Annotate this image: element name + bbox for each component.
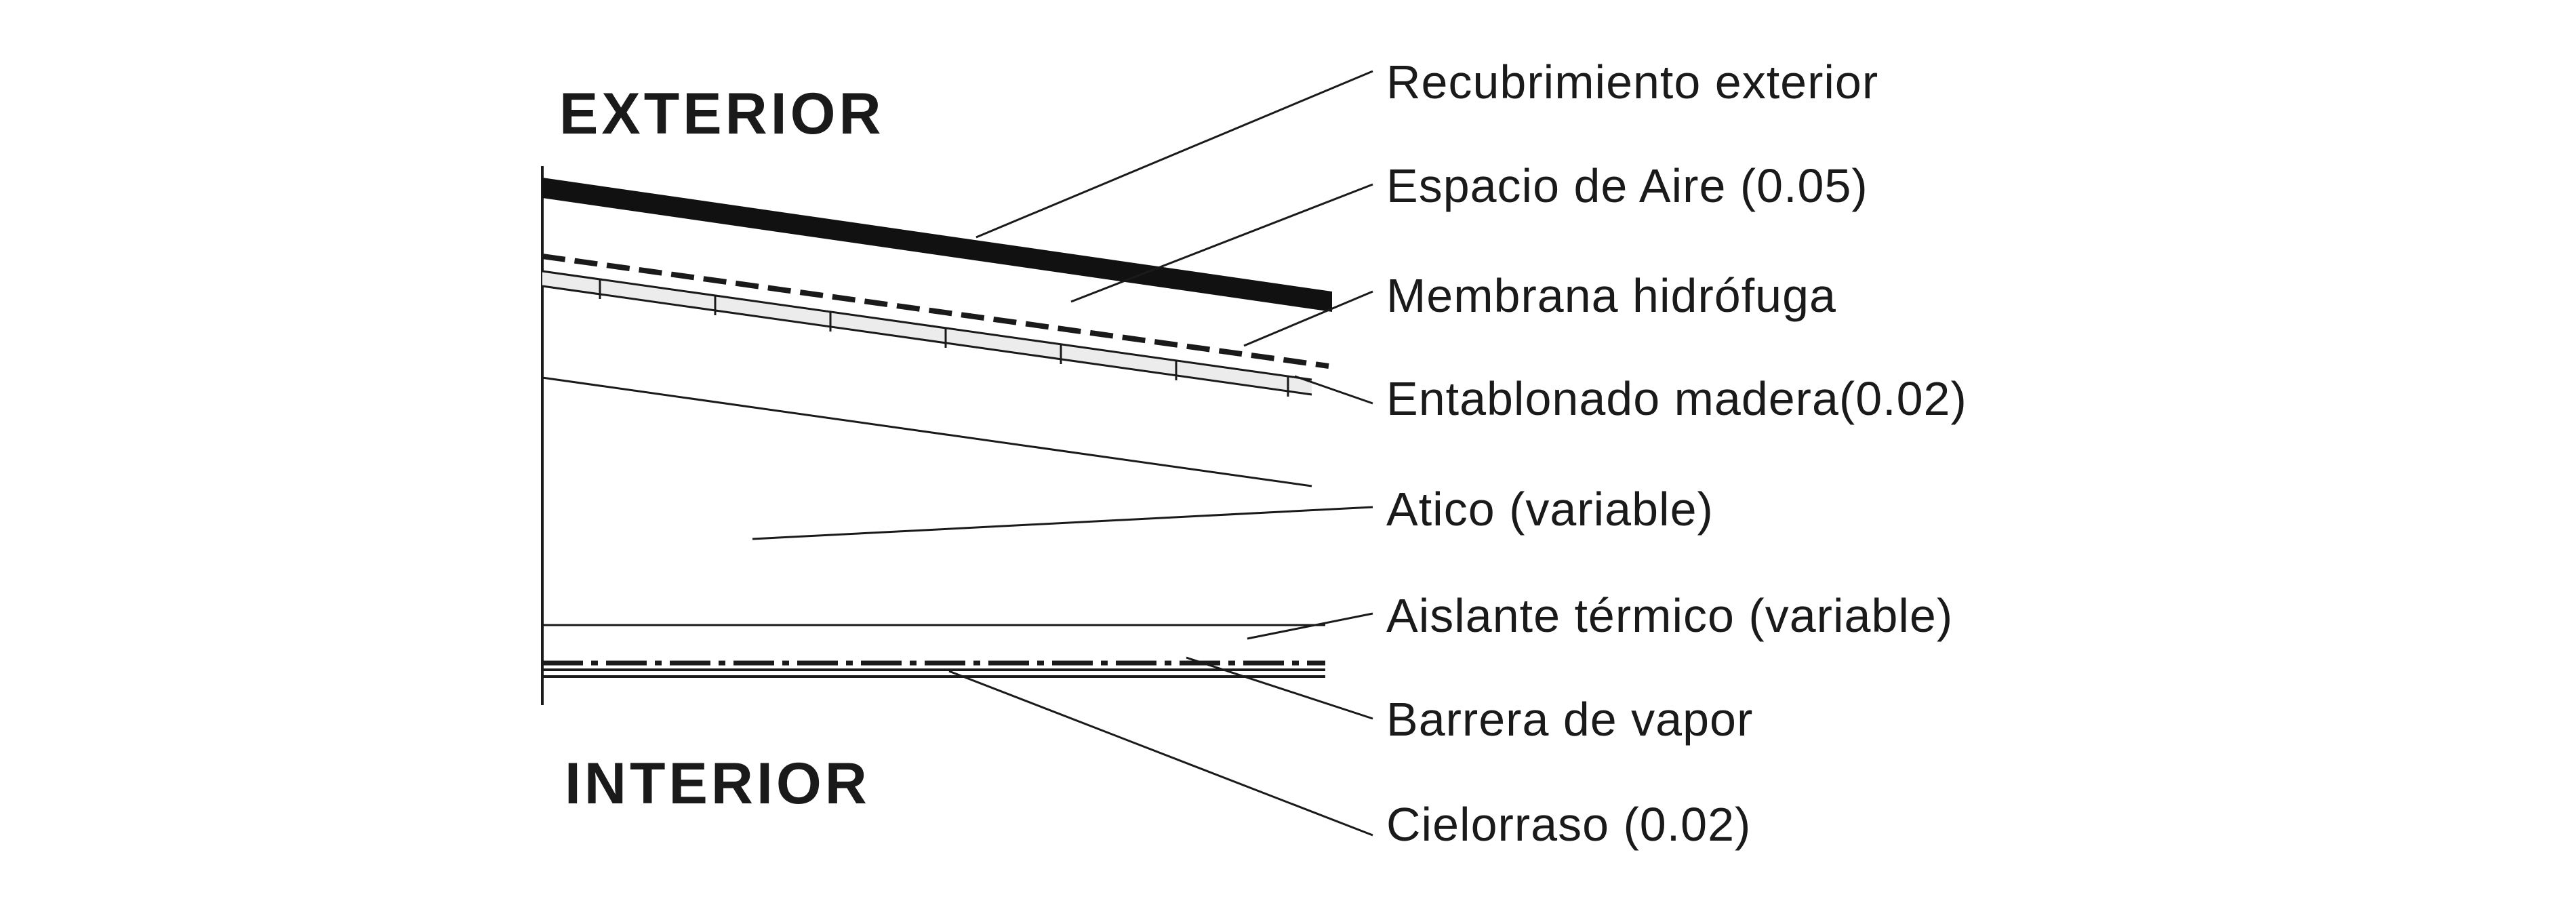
leader-recubrimiento xyxy=(975,70,1373,239)
label-entablonado: Entablonado madera(0.02) xyxy=(1386,372,1967,425)
label-aislante: Aislante térmico (variable) xyxy=(1386,589,1953,642)
leader-membrana xyxy=(1243,290,1373,347)
label-barrera: Barrera de vapor xyxy=(1386,693,1753,746)
waterproof-membrane xyxy=(542,254,1329,369)
leader-cielorraso xyxy=(948,670,1373,837)
leader-entablonado xyxy=(1294,375,1373,405)
wood-boarding xyxy=(542,270,1312,397)
interior-label: INTERIOR xyxy=(565,751,870,816)
ceiling xyxy=(542,668,1325,678)
label-cielorraso: Cielorraso (0.02) xyxy=(1386,798,1751,851)
label-membrana: Membrana hidrófuga xyxy=(1386,269,1836,322)
leader-espacio-aire xyxy=(1070,183,1373,303)
label-atico: Atico (variable) xyxy=(1386,483,1714,536)
exterior-label: EXTERIOR xyxy=(559,81,885,146)
label-espacio-aire: Espacio de Aire (0.05) xyxy=(1386,159,1868,212)
leader-atico xyxy=(752,506,1373,540)
label-recubrimiento: Recubrimiento exterior xyxy=(1386,56,1878,108)
leader-aislante xyxy=(1247,612,1373,640)
leader-barrera xyxy=(1186,656,1373,720)
exterior-covering xyxy=(542,178,1332,312)
rafter-line xyxy=(542,376,1312,487)
